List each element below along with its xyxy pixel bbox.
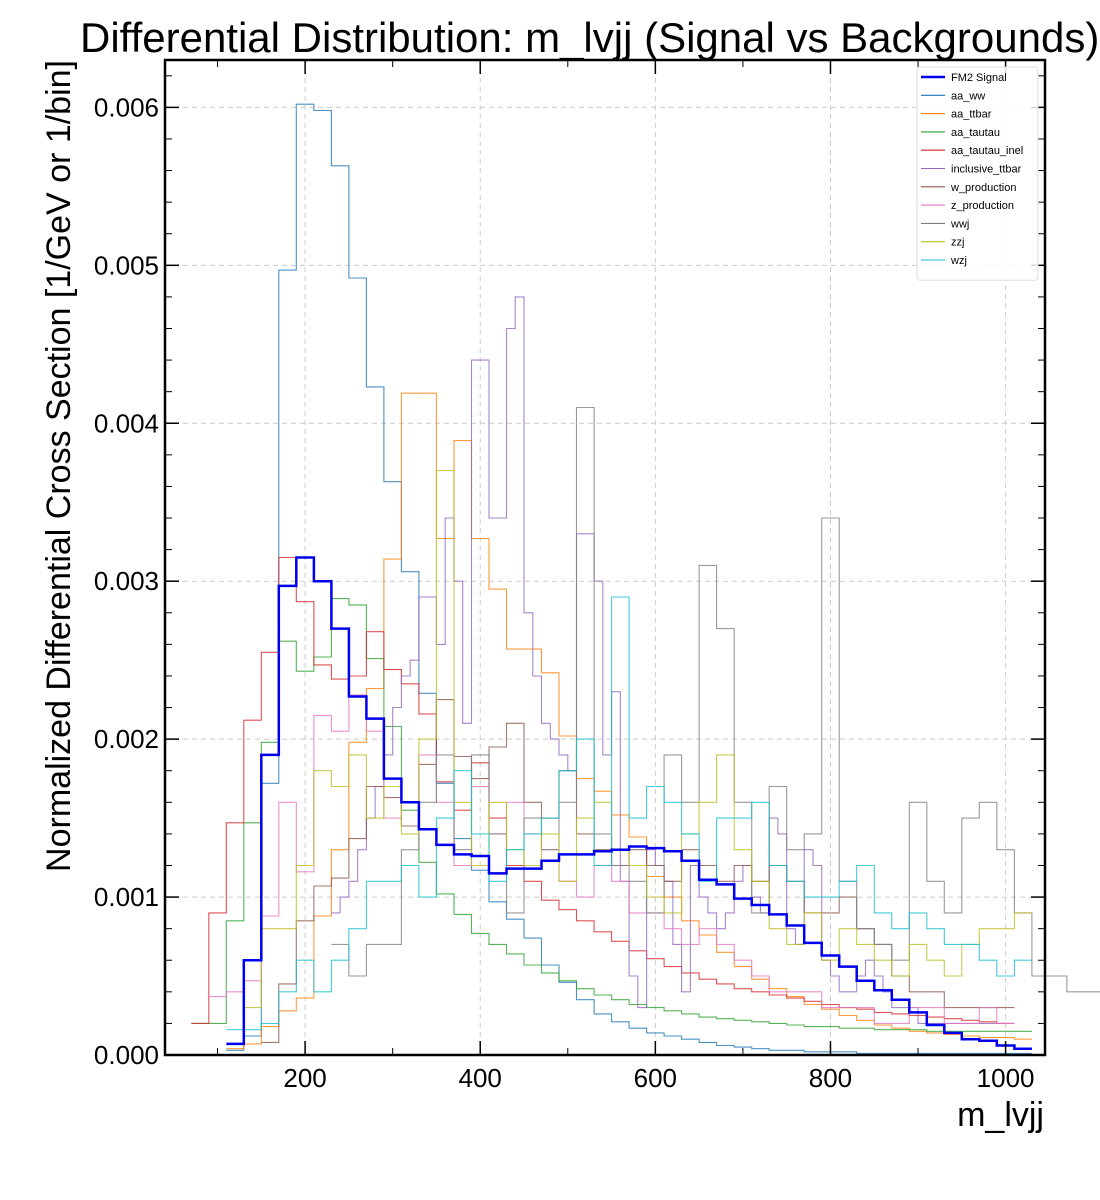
series-aa-ww	[226, 103, 1032, 1054]
y-tick-label: 0.000	[94, 1040, 159, 1070]
y-axis-title: Normalized Differential Cross Section [1…	[40, 60, 78, 872]
chart-title: Differential Distribution: m_lvjj (Signa…	[80, 14, 1099, 61]
legend-box	[916, 66, 1039, 281]
y-tick-label: 0.004	[94, 408, 159, 438]
legend-label: aa_ttbar	[951, 109, 992, 121]
series-wzj	[226, 596, 1032, 1031]
series-z-production	[208, 694, 1015, 1024]
x-tick-label: 400	[459, 1063, 502, 1093]
x-tick-label: 800	[809, 1063, 852, 1093]
legend-label: aa_tautau	[951, 127, 1000, 139]
y-tick-label: 0.001	[94, 882, 159, 912]
series-zzj	[243, 470, 1032, 1009]
series-aa-tautau	[191, 598, 1032, 1032]
plot-frame	[163, 58, 1047, 1057]
x-axis-title: m_lvjj	[957, 1096, 1044, 1134]
legend-label: aa_ww	[951, 90, 985, 102]
x-tick-label: 200	[283, 1063, 326, 1093]
legend-label: z_production	[951, 200, 1014, 212]
legend-label: w_production	[950, 182, 1016, 194]
y-tick-label: 0.002	[94, 724, 159, 754]
legend-label: inclusive_ttbar	[951, 164, 1022, 176]
legend: FM2 Signal aa_ww aa_ttbar aa_tautau aa_tauta…	[916, 66, 1039, 281]
legend-label: wzj	[950, 255, 967, 267]
legend-label: zzj	[951, 237, 964, 249]
legend-label: aa_tautau_inel	[951, 145, 1023, 157]
axis-ticks: 200 400 600 800 1000 0.000 0.001 0.002 0.003 0.00…	[94, 60, 1045, 1093]
y-tick-label: 0.006	[94, 92, 159, 122]
y-tick-label: 0.005	[94, 250, 159, 280]
y-tick-label: 0.003	[94, 566, 159, 596]
x-tick-label: 1000	[977, 1063, 1035, 1093]
series-fm2-signal	[226, 556, 1032, 1050]
series-aa-ttbar	[226, 392, 1032, 1050]
series-inclusive-ttbar	[331, 296, 1006, 1024]
x-tick-label: 600	[634, 1063, 677, 1093]
series-layer	[191, 103, 1100, 1054]
legend-label: FM2 Signal	[951, 72, 1007, 84]
legend-label: wwj	[950, 218, 969, 230]
grid-lines	[165, 60, 1045, 1055]
